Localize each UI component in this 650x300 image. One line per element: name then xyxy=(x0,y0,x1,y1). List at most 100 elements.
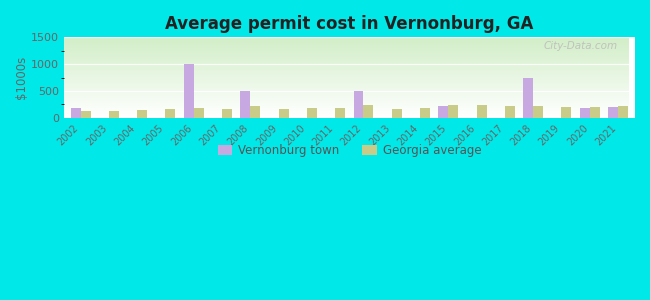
Bar xyxy=(562,107,571,118)
Bar xyxy=(64,93,629,94)
Bar xyxy=(64,113,629,114)
Bar xyxy=(580,108,590,118)
Bar xyxy=(64,45,629,46)
Bar xyxy=(438,106,448,118)
Bar xyxy=(64,95,629,96)
Bar xyxy=(590,107,600,118)
Bar xyxy=(64,85,629,86)
Y-axis label: $1000s: $1000s xyxy=(15,56,28,99)
Bar xyxy=(523,77,533,118)
Bar xyxy=(64,87,629,88)
Bar xyxy=(64,112,629,113)
Bar xyxy=(64,46,629,47)
Bar xyxy=(64,59,629,60)
Bar xyxy=(392,109,402,118)
Bar xyxy=(64,80,629,81)
Bar xyxy=(64,77,629,78)
Bar xyxy=(354,91,363,118)
Bar xyxy=(71,108,81,118)
Bar xyxy=(64,47,629,48)
Bar xyxy=(64,74,629,75)
Bar xyxy=(64,73,629,74)
Bar xyxy=(64,79,629,80)
Bar xyxy=(64,55,629,56)
Bar xyxy=(64,83,629,84)
Bar xyxy=(64,58,629,59)
Bar xyxy=(64,68,629,69)
Bar xyxy=(64,76,629,77)
Bar xyxy=(64,86,629,87)
Bar xyxy=(64,50,629,51)
Bar xyxy=(64,90,629,91)
Bar xyxy=(64,42,629,43)
Bar xyxy=(64,70,629,71)
Bar xyxy=(64,72,629,73)
Bar xyxy=(64,106,629,107)
Bar xyxy=(64,104,629,105)
Bar xyxy=(64,111,629,112)
Bar xyxy=(64,56,629,57)
Bar xyxy=(64,48,629,49)
Bar xyxy=(608,107,618,118)
Bar xyxy=(64,108,629,109)
Text: City-Data.com: City-Data.com xyxy=(544,41,618,51)
Bar xyxy=(64,44,629,45)
Bar xyxy=(64,88,629,89)
Bar xyxy=(64,117,629,118)
Bar xyxy=(64,61,629,62)
Bar xyxy=(64,84,629,85)
Bar xyxy=(335,108,345,118)
Bar xyxy=(64,62,629,63)
Bar xyxy=(64,40,629,41)
Bar xyxy=(64,60,629,61)
Bar xyxy=(64,43,629,44)
Bar xyxy=(64,57,629,58)
Bar xyxy=(222,109,232,118)
Bar xyxy=(81,111,90,118)
Bar xyxy=(64,71,629,72)
Title: Average permit cost in Vernonburg, GA: Average permit cost in Vernonburg, GA xyxy=(165,15,534,33)
Bar xyxy=(64,82,629,83)
Bar xyxy=(64,78,629,79)
Bar xyxy=(64,110,629,111)
Bar xyxy=(64,41,629,42)
Bar xyxy=(184,64,194,118)
Bar xyxy=(64,61,629,62)
Bar xyxy=(64,115,629,116)
Bar xyxy=(240,91,250,118)
Bar xyxy=(64,54,629,55)
Bar xyxy=(64,39,629,40)
Bar xyxy=(64,75,629,76)
Bar xyxy=(64,92,629,93)
Bar xyxy=(64,53,629,54)
Bar xyxy=(64,63,629,64)
Legend: Vernonburg town, Georgia average: Vernonburg town, Georgia average xyxy=(213,139,486,162)
Bar xyxy=(64,102,629,103)
Bar xyxy=(64,114,629,115)
Bar xyxy=(64,51,629,52)
Bar xyxy=(307,108,317,118)
Bar xyxy=(533,106,543,118)
Bar xyxy=(64,89,629,90)
Bar xyxy=(64,65,629,66)
Bar xyxy=(64,94,629,95)
Bar xyxy=(64,81,629,82)
Bar xyxy=(448,105,458,118)
Bar xyxy=(618,106,628,118)
Bar xyxy=(109,111,119,118)
Bar xyxy=(194,108,203,118)
Bar xyxy=(64,97,629,98)
Bar xyxy=(64,103,629,104)
Bar xyxy=(420,108,430,118)
Bar xyxy=(64,105,629,106)
Bar xyxy=(64,107,629,108)
Bar xyxy=(64,99,629,100)
Bar xyxy=(64,52,629,53)
Bar xyxy=(64,37,629,38)
Bar xyxy=(64,98,629,99)
Bar xyxy=(64,38,629,39)
Bar xyxy=(363,105,373,118)
Bar xyxy=(505,106,515,118)
Bar xyxy=(166,110,176,118)
Bar xyxy=(64,101,629,102)
